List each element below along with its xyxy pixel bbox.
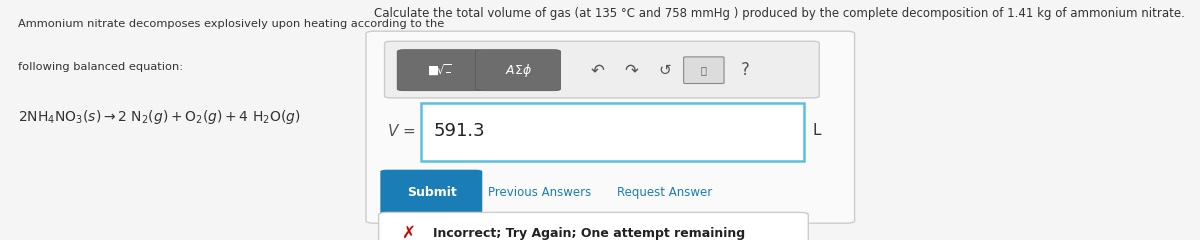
FancyBboxPatch shape — [366, 31, 854, 223]
Text: $V$ =: $V$ = — [388, 123, 415, 139]
Text: $\blacksquare\!\sqrt{\overline{\;}}$: $\blacksquare\!\sqrt{\overline{\;}}$ — [427, 63, 451, 78]
FancyBboxPatch shape — [475, 50, 560, 91]
Text: Calculate the total volume of gas (at 135 °C and 758 mmHg ) produced by the comp: Calculate the total volume of gas (at 13… — [374, 7, 1186, 20]
Text: ↷: ↷ — [624, 61, 638, 79]
Text: $2\mathrm{NH_4NO_3}(s) \rightarrow 2\ \mathrm{N_2}(g) + \mathrm{O_2}(g) + 4\ \ma: $2\mathrm{NH_4NO_3}(s) \rightarrow 2\ \m… — [18, 108, 300, 126]
FancyBboxPatch shape — [380, 170, 482, 216]
Text: ?: ? — [740, 61, 750, 79]
Text: Submit: Submit — [407, 186, 457, 199]
Text: L: L — [812, 123, 821, 138]
FancyBboxPatch shape — [397, 50, 482, 91]
Text: following balanced equation:: following balanced equation: — [18, 62, 182, 72]
Text: ↶: ↶ — [590, 61, 605, 79]
Text: ↺: ↺ — [659, 63, 672, 78]
FancyBboxPatch shape — [684, 57, 724, 84]
FancyBboxPatch shape — [384, 41, 820, 98]
FancyBboxPatch shape — [379, 212, 809, 240]
Text: Request Answer: Request Answer — [617, 186, 713, 199]
Text: ✗: ✗ — [401, 224, 415, 240]
Text: Ammonium nitrate decomposes explosively upon heating according to the: Ammonium nitrate decomposes explosively … — [18, 19, 444, 29]
Text: Incorrect; Try Again; One attempt remaining: Incorrect; Try Again; One attempt remain… — [433, 227, 745, 240]
Bar — [421, 103, 804, 161]
Text: 591.3: 591.3 — [433, 122, 485, 140]
Text: $\mathit{A\Sigma\phi}$: $\mathit{A\Sigma\phi}$ — [505, 62, 532, 78]
Text: Previous Answers: Previous Answers — [488, 186, 592, 199]
Text: ⌹: ⌹ — [701, 65, 707, 75]
